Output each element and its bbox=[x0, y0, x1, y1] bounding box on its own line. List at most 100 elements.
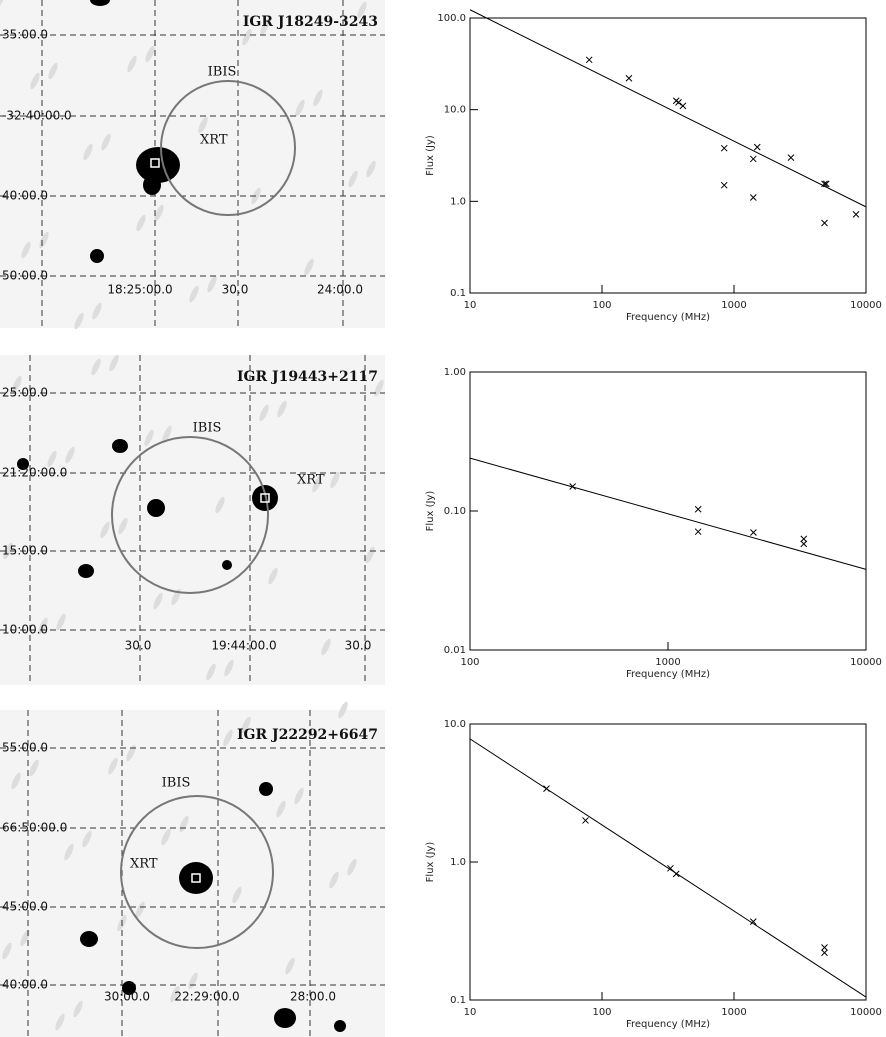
y-tick-label: 0.10 bbox=[444, 506, 466, 517]
source-blob bbox=[334, 1020, 346, 1032]
noise-speck bbox=[241, 716, 251, 734]
source-blob bbox=[78, 564, 94, 578]
noise-speck bbox=[135, 901, 145, 919]
noise-speck bbox=[207, 275, 217, 293]
image-title: IGR J18249-3243 bbox=[243, 14, 378, 30]
ibis-label: IBIS bbox=[162, 776, 191, 791]
dec-label: 45:00.0 bbox=[2, 900, 48, 914]
data-point bbox=[720, 144, 728, 152]
noise-speck bbox=[118, 517, 128, 535]
noise-speck bbox=[108, 757, 118, 775]
noise-speck bbox=[126, 744, 136, 762]
noise-speck bbox=[100, 521, 110, 539]
data-point bbox=[679, 102, 687, 110]
dec-label: 40:00.0 bbox=[2, 978, 48, 992]
dec-label: 66:50:00.0 bbox=[2, 821, 67, 835]
ra-label: 18:25:00.0 bbox=[107, 283, 172, 297]
fit-line bbox=[469, 457, 867, 570]
ra-label: 30.0 bbox=[125, 639, 152, 653]
x-axis-label: Frequency (MHz) bbox=[626, 669, 710, 680]
x-tick-label: 1000 bbox=[721, 1007, 746, 1018]
ra-label: 30:00.0 bbox=[104, 990, 150, 1004]
xrt-box bbox=[191, 873, 201, 883]
noise-speck bbox=[136, 214, 146, 232]
x-tick-label: 100 bbox=[460, 657, 479, 668]
noise-speck bbox=[294, 787, 304, 805]
noise-speck bbox=[83, 143, 93, 161]
noise-speck bbox=[198, 116, 208, 134]
y-axis-label: Flux (Jy) bbox=[425, 491, 436, 532]
noise-speck bbox=[338, 701, 348, 719]
source-blob bbox=[259, 782, 273, 796]
x-tick-label: 1000 bbox=[655, 657, 680, 668]
data-point bbox=[694, 528, 702, 536]
noise-speck bbox=[20, 929, 30, 947]
noise-speck bbox=[312, 475, 322, 493]
data-point bbox=[675, 99, 682, 106]
ibis-error-circle bbox=[111, 436, 269, 594]
data-point bbox=[625, 74, 633, 82]
y-tick-label: 1.0 bbox=[450, 857, 466, 868]
data-point bbox=[787, 154, 795, 161]
noise-speck bbox=[109, 354, 119, 372]
image-background bbox=[0, 0, 385, 328]
noise-speck bbox=[127, 55, 137, 73]
data-point bbox=[749, 918, 757, 925]
noise-speck bbox=[285, 957, 295, 975]
data-point bbox=[750, 529, 757, 536]
noise-speck bbox=[366, 160, 376, 178]
y-tick-label: 0.1 bbox=[450, 995, 466, 1006]
fit-line bbox=[469, 9, 867, 208]
noise-speck bbox=[12, 375, 22, 393]
noise-speck bbox=[64, 843, 74, 861]
noise-speck bbox=[29, 759, 39, 777]
noise-speck bbox=[242, 28, 252, 46]
noise-speck bbox=[2, 942, 12, 960]
noise-speck bbox=[161, 828, 171, 846]
fit-line bbox=[469, 738, 867, 998]
image-title: IGR J19443+2117 bbox=[237, 369, 378, 385]
dec-label: 35:00.0 bbox=[2, 28, 48, 42]
source-blob bbox=[274, 1008, 296, 1028]
noise-speck bbox=[47, 450, 57, 468]
data-point bbox=[821, 944, 828, 951]
xrt-box bbox=[260, 493, 270, 503]
noise-speck bbox=[3, 542, 13, 560]
source-blob bbox=[147, 499, 165, 517]
data-point bbox=[800, 535, 808, 543]
y-tick-label: 1.0 bbox=[450, 196, 466, 207]
source-blob bbox=[222, 560, 232, 570]
noise-speck bbox=[74, 312, 84, 330]
y-tick-label: 100.0 bbox=[437, 13, 466, 24]
noise-speck bbox=[21, 241, 31, 259]
source-blob bbox=[112, 439, 128, 453]
data-point bbox=[821, 180, 828, 188]
image-title: IGR J22292+6647 bbox=[237, 727, 378, 743]
noise-speck bbox=[82, 830, 92, 848]
noise-speck bbox=[206, 663, 216, 681]
xrt-label: XRT bbox=[297, 473, 325, 488]
noise-speck bbox=[11, 772, 21, 790]
plot-frame bbox=[469, 371, 867, 651]
noise-speck bbox=[276, 800, 286, 818]
noise-speck bbox=[101, 133, 111, 151]
data-point bbox=[753, 143, 761, 151]
noise-speck bbox=[295, 99, 305, 117]
noise-speck bbox=[153, 592, 163, 610]
noise-speck bbox=[189, 285, 199, 303]
source-blob bbox=[80, 931, 98, 947]
ra-label: 30.0 bbox=[345, 639, 372, 653]
y-tick-label: 10.0 bbox=[444, 105, 466, 116]
source-blob bbox=[122, 981, 136, 995]
noise-speck bbox=[330, 471, 340, 489]
ra-label: 24:00.0 bbox=[317, 283, 363, 297]
noise-speck bbox=[144, 429, 154, 447]
noise-speck bbox=[259, 404, 269, 422]
dec-label: 25:00.0 bbox=[2, 386, 48, 400]
noise-speck bbox=[224, 659, 234, 677]
source-blob bbox=[17, 458, 29, 470]
noise-speck bbox=[73, 1000, 83, 1018]
ra-label: 28:00.0 bbox=[290, 990, 336, 1004]
dec-label: 10:00.0 bbox=[2, 623, 48, 637]
noise-speck bbox=[91, 358, 101, 376]
